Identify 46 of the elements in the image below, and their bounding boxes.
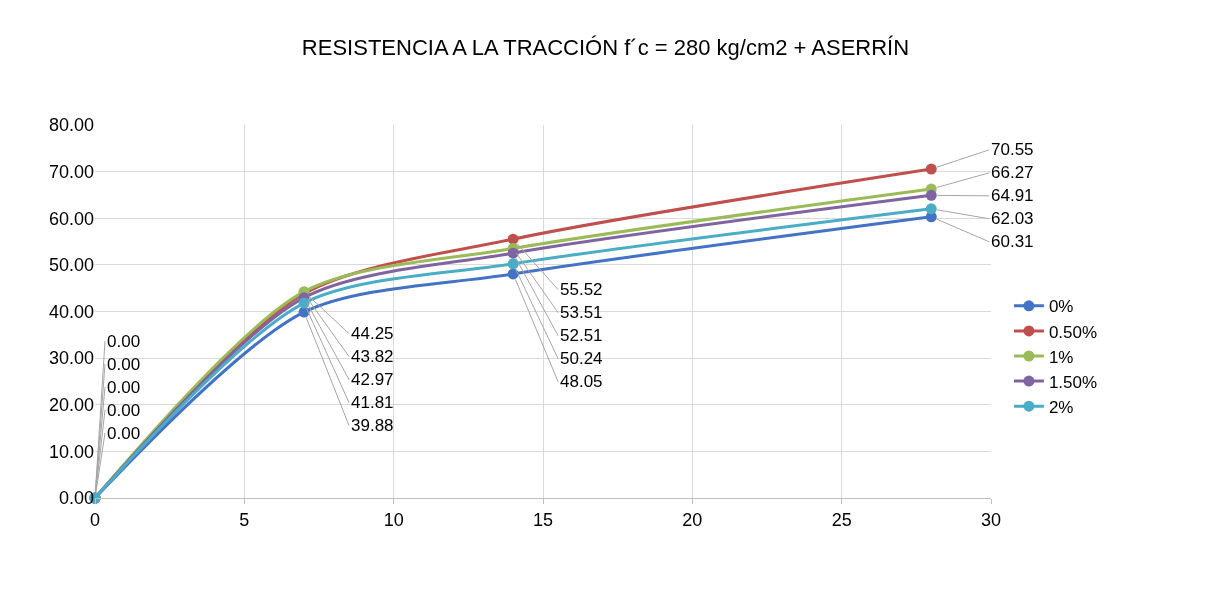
- data-label: 60.31: [991, 232, 1034, 251]
- x-tick-label: 15: [532, 509, 554, 530]
- x-tick-label: 30: [980, 509, 1002, 530]
- data-label: 62.03: [991, 209, 1034, 228]
- chart-title: RESISTENCIA A LA TRACCIÓN f´c = 280 kg/cm2 + ASERRÍN: [301, 34, 910, 60]
- y-tick-label: 40.00: [48, 301, 94, 322]
- x-tick-label: 0: [89, 509, 101, 530]
- x-tick-label: 5: [239, 509, 250, 530]
- data-label: 53.51: [560, 303, 603, 322]
- data-label: 42.97: [351, 370, 394, 389]
- point: [925, 163, 937, 175]
- data-label: 41.81: [351, 393, 394, 412]
- data-label: 48.05: [560, 372, 603, 391]
- legend-label: 0%: [1048, 297, 1074, 317]
- y-tick-label: 60.00: [48, 208, 94, 229]
- data-label: 0.00: [107, 378, 141, 397]
- legend-label: 0.50%: [1048, 322, 1098, 342]
- data-label: 52.51: [560, 326, 603, 345]
- data-label: 55.52: [560, 280, 603, 299]
- data-label: 50.24: [560, 349, 603, 368]
- data-label: 0.00: [107, 332, 141, 351]
- legend-label: 1.50%: [1048, 372, 1098, 392]
- y-tick-label: 70.00: [48, 161, 94, 182]
- legend-label: 2%: [1048, 397, 1074, 417]
- data-label: 0.00: [107, 355, 141, 374]
- legend-label: 1%: [1048, 347, 1074, 367]
- data-label: 39.88: [351, 416, 394, 435]
- point: [507, 247, 519, 259]
- y-tick-label: 30.00: [48, 348, 94, 369]
- y-tick-label: 80.00: [48, 115, 94, 136]
- x-tick-label: 20: [682, 509, 703, 530]
- data-label: 0.00: [107, 424, 141, 443]
- data-label: 66.27: [991, 163, 1034, 182]
- y-tick-label: 50.00: [48, 255, 94, 276]
- point: [507, 258, 519, 270]
- data-label: 44.25: [351, 324, 394, 343]
- x-tick-label: 10: [383, 509, 404, 530]
- y-tick-label: 20.00: [48, 395, 94, 416]
- data-label: 70.55: [991, 140, 1034, 159]
- y-tick-label: 10.00: [48, 441, 94, 462]
- data-label: 0.00: [107, 401, 141, 420]
- point: [925, 203, 937, 215]
- x-tick-label: 25: [831, 509, 852, 530]
- data-label: 64.91: [991, 186, 1034, 205]
- data-label: 43.82: [351, 347, 394, 366]
- point: [925, 189, 937, 201]
